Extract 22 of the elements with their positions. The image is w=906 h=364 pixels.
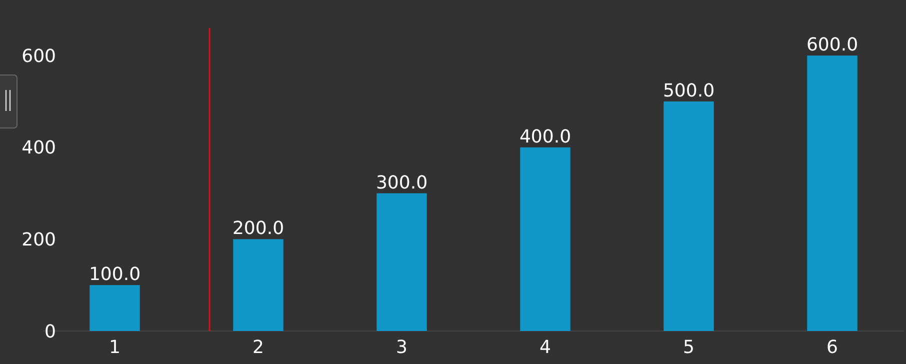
y-tick-label: 0 (44, 321, 56, 342)
bar (807, 56, 858, 331)
x-tick-label: 3 (396, 337, 408, 358)
data-label: 400.0 (519, 126, 572, 148)
data-label: 600.0 (806, 34, 858, 56)
data-label: 500.0 (662, 80, 715, 102)
y-tick-label: 600 (22, 46, 56, 67)
bar (233, 239, 284, 331)
bar (376, 193, 427, 331)
x-tick-label: 6 (826, 337, 838, 358)
x-tick-label: 2 (252, 337, 264, 358)
x-tick-label: 5 (683, 337, 694, 358)
data-label: 100.0 (88, 264, 141, 286)
x-tick-label: 1 (109, 337, 120, 358)
bar (90, 285, 140, 331)
x-tick-label: 4 (540, 337, 551, 358)
y-tick-label: 400 (22, 138, 56, 159)
bar (520, 147, 570, 331)
data-label: 300.0 (376, 172, 428, 194)
bar (664, 101, 714, 331)
y-tick-label: 200 (22, 229, 56, 250)
data-label: 200.0 (232, 218, 284, 240)
